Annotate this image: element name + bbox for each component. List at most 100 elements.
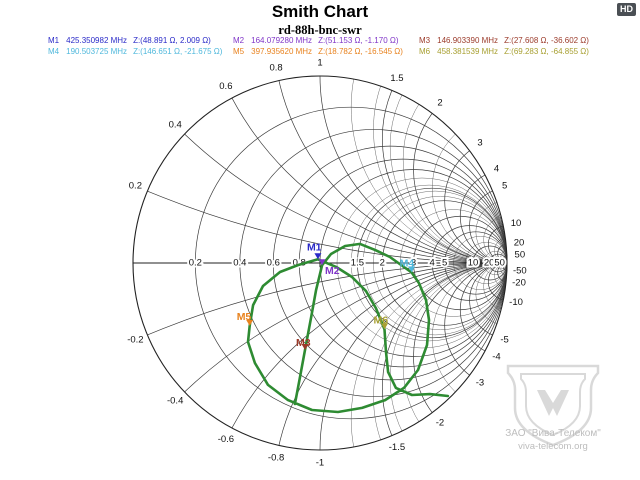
marker-M3-m-z: Z:(27.608 Ω, -36.602 Ω) (504, 36, 589, 45)
watermark-company: ЗАО "Вива-Телеком" (505, 428, 601, 439)
marker-M1-m-freq: 425.350982 MHz (66, 36, 128, 45)
marker-M2-m-freq: 164.079280 MHz (251, 36, 313, 45)
marker-M2-indicator[interactable] (318, 259, 326, 266)
axis-label-0.2: 0.2 (189, 258, 202, 269)
marker-readout-M2: M2 164.079280 MHz Z:(51.153 Ω, -1.170 Ω) (233, 36, 399, 45)
marker-M2-m-z: Z:(51.153 Ω, -1.170 Ω) (318, 36, 399, 45)
marker-M4-m-z: Z:(146.651 Ω, -21.675 Ω) (133, 47, 223, 56)
marker-readout-row: M1 425.350982 MHz Z:(48.891 Ω, 2.009 Ω) M2 1… (0, 36, 640, 47)
marker-readout-row: M4 190.503725 MHz Z:(146.651 Ω, -21.675 Ω)… (0, 47, 640, 58)
marker-M5-indicator[interactable] (246, 319, 254, 326)
marker-readout-M5: M5 397.935620 MHz Z:(18.782 Ω, -16.545 Ω) (233, 47, 403, 56)
marker-M3-chart-label[interactable]: M3 (296, 337, 311, 349)
rim-label--50: -50 (513, 266, 527, 277)
axis-label-3: 3 (411, 258, 416, 269)
marker-M3-m-freq: 146.903390 MHz (437, 36, 499, 45)
rim-label--1.5: -1.5 (389, 442, 405, 453)
reactance-arc-1.6 (389, 76, 507, 264)
axis-label-1.5: 1.5 (351, 258, 364, 269)
rim-label--0.4: -0.4 (167, 395, 183, 406)
marker-readout-M6: M6 458.381539 MHz Z:(69.283 Ω, -64.855 Ω) (419, 47, 589, 56)
reactance-arc--1.5 (381, 262, 507, 450)
marker-M1-chart-label[interactable]: M1 (307, 241, 322, 253)
rim-label--10: -10 (509, 297, 523, 308)
marker-M6-m-freq: 458.381539 MHz (437, 47, 499, 56)
rim-label--0.2: -0.2 (127, 334, 143, 345)
reactance-arc-1.8 (402, 76, 507, 264)
marker-M6-m-z: Z:(69.283 Ω, -64.855 Ω) (504, 47, 589, 56)
page-title: Smith Chart (271, 2, 369, 21)
marker-M5-m-freq: 397.935620 MHz (251, 47, 313, 56)
marker-M2-m-id: M2 (233, 36, 245, 45)
rim-label-1: 1 (317, 58, 322, 69)
rim-label--0.8: -0.8 (268, 453, 284, 464)
rim-label-0.2: 0.2 (129, 181, 142, 192)
watermark-url: viva-telecom.org (518, 441, 588, 452)
axis-label-20: 20 (484, 258, 495, 269)
rim-label-3: 3 (477, 138, 482, 149)
axis-label-0.4: 0.4 (233, 258, 246, 269)
reactance-arc-5 (469, 187, 507, 264)
reactance-arc--5 (469, 262, 507, 339)
reactance-arc-50 (502, 255, 507, 264)
rim-label-10: 10 (511, 218, 522, 229)
marker-M4-m-id: M4 (48, 47, 60, 56)
marker-M5-chart-label[interactable]: M5 (237, 311, 252, 323)
reactance-arc-3 (444, 137, 507, 264)
reactance-arc-8 (483, 216, 507, 264)
marker-M1-m-id: M1 (48, 36, 60, 45)
rim-label--5: -5 (500, 334, 508, 345)
rim-label-0.6: 0.6 (219, 81, 232, 92)
marker-M6-m-id: M6 (419, 47, 431, 56)
rim-label-5: 5 (502, 181, 507, 192)
reactance-arc--2 (413, 262, 507, 450)
reactance-arc--3 (444, 262, 507, 389)
marker-M5-m-z: Z:(18.782 Ω, -16.545 Ω) (318, 47, 403, 56)
marker-M4-chart-label[interactable]: M4 (400, 257, 415, 269)
rim-label--1: -1 (316, 458, 324, 469)
reactance-arc--4 (459, 262, 507, 357)
marker-M4-indicator[interactable] (408, 266, 416, 273)
axis-label-5: 5 (442, 258, 447, 269)
axis-label-0.6: 0.6 (267, 258, 280, 269)
marker-M2-chart-label[interactable]: M2 (325, 265, 340, 277)
marker-M6-indicator[interactable] (381, 323, 389, 330)
hd-badge: HD (617, 3, 636, 16)
marker-M3-indicator[interactable] (301, 343, 309, 350)
rim-label-20: 20 (514, 238, 525, 249)
rim-label-2: 2 (437, 98, 442, 109)
rim-label--3: -3 (476, 378, 484, 389)
marker-M5-m-id: M5 (233, 47, 245, 56)
reactance-arc-2 (413, 76, 507, 264)
marker-readout-M4: M4 190.503725 MHz Z:(146.651 Ω, -21.675 Ω) (48, 47, 222, 56)
reactance-arc--1.8 (402, 262, 507, 450)
rim-label--20: -20 (512, 277, 526, 288)
marker-readout-M3: M3 146.903390 MHz Z:(27.608 Ω, -36.602 Ω) (419, 36, 589, 45)
marker-M1-indicator[interactable] (314, 253, 322, 260)
rim-label--4: -4 (492, 352, 500, 363)
rim-label-0.4: 0.4 (169, 120, 182, 131)
axis-label-50: 50 (494, 258, 505, 269)
reactance-arc-0.2 (133, 76, 507, 264)
reactance-arc-1.4 (373, 76, 507, 264)
reactance-arc-1.5 (381, 76, 507, 264)
reactance-arc-1 (319, 76, 507, 264)
marker-M3-m-id: M3 (419, 36, 431, 45)
axis-label-2: 2 (380, 258, 385, 269)
trace-subtitle: rd-88h-bnc-swr (278, 23, 362, 37)
marker-M1-m-z: Z:(48.891 Ω, 2.009 Ω) (133, 36, 211, 45)
reactance-arc-0.4 (133, 76, 507, 264)
s11-trace (246, 242, 450, 414)
rim-label--0.6: -0.6 (218, 434, 234, 445)
marker-M4-m-freq: 190.503725 MHz (66, 47, 128, 56)
rim-label--2: -2 (436, 418, 444, 429)
marker-readout-M1: M1 425.350982 MHz Z:(48.891 Ω, 2.009 Ω) (48, 36, 211, 45)
reactance-arc--8 (483, 262, 507, 310)
rim-label-1.5: 1.5 (390, 73, 403, 84)
rim-label-0.8: 0.8 (269, 62, 282, 73)
axis-label-10: 10 (468, 258, 479, 269)
rim-label-4: 4 (494, 163, 499, 174)
marker-M6-chart-label[interactable]: M6 (374, 314, 389, 326)
